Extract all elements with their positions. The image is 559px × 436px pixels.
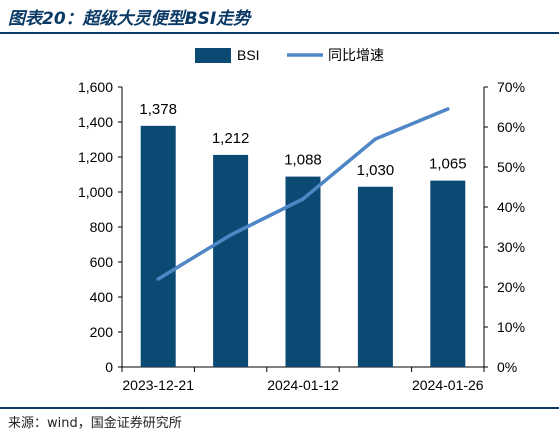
right-tick-label: 70% [497,79,525,95]
bsi-bar [285,176,321,367]
legend-swatch-bsi [195,48,231,63]
source-note: 来源：wind，国金证券研究所 [8,416,182,431]
right-tick-label: 30% [497,239,525,255]
left-tick-label: 1,000 [78,184,113,200]
right-tick-label: 60% [497,119,525,135]
bsi-data-label: 1,065 [429,156,467,173]
left-tick-label: 800 [90,219,114,235]
left-tick-label: 0 [105,359,113,375]
bsi-data-label: 1,212 [212,130,250,147]
title-rule [0,32,559,34]
left-tick-label: 400 [90,289,114,305]
bottom-rule [0,407,559,409]
figure-title: 图表20：超级大灵便型BSI走势 [8,9,251,29]
legend-label-bsi: BSI [237,47,260,63]
bsi-bar [213,154,249,367]
bsi-data-label: 1,030 [357,162,395,179]
legend-label-yoy: 同比增速 [328,47,384,63]
bsi-data-label: 1,088 [284,152,322,169]
bsi-data-label: 1,378 [139,101,177,118]
left-tick-label: 600 [90,254,114,270]
right-tick-label: 50% [497,159,525,175]
left-tick-label: 1,400 [78,114,113,130]
left-tick-label: 1,200 [78,149,113,165]
x-tick-label: 2023-12-21 [122,377,194,393]
x-tick-label: 2024-01-26 [412,377,484,393]
right-tick-label: 20% [497,279,525,295]
left-tick-label: 200 [90,324,114,340]
bsi-bar [357,186,393,367]
x-tick-label: 2024-01-12 [267,377,339,393]
right-tick-label: 40% [497,199,525,215]
left-tick-label: 1,600 [78,79,113,95]
bsi-bar [140,125,176,367]
right-tick-label: 10% [497,319,525,335]
bsi-bar [430,180,466,367]
right-tick-label: 0% [497,359,517,375]
